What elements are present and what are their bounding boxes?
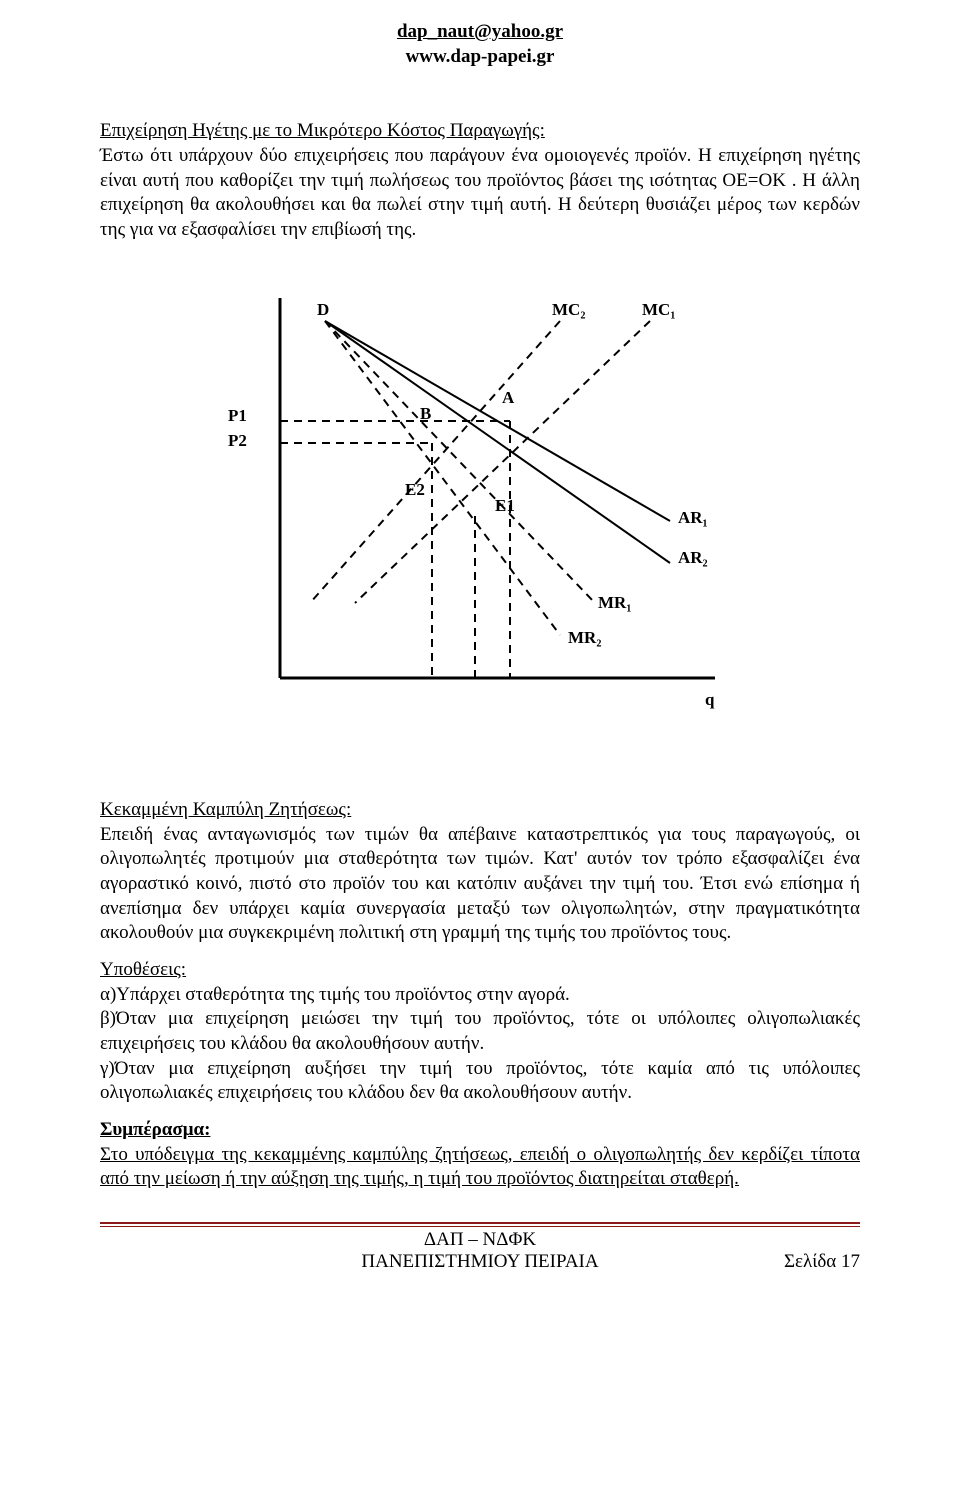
diagram-svg: D MC₂ MC₁ P1 P2 B A E2 E1 AR₁ AR₂ MR₁ MR₂ q xyxy=(210,273,750,753)
hypothesis-b: β)Όταν μια επιχείρηση μειώσει την τιμή τ… xyxy=(100,1008,860,1054)
section-1: Επιχείρηση Ηγέτης με το Μικρότερο Κόστος… xyxy=(100,119,860,242)
diagram-label-P2: P2 xyxy=(228,431,247,450)
MR1-line xyxy=(325,321,595,603)
header-site: www.dap-papei.gr xyxy=(100,45,860,70)
section-4: Συμπέρασμα: Στο υπόδειγμα της κεκαμμένης… xyxy=(100,1118,860,1192)
section-2: Κεκαμμένη Καμπύλη Ζητήσεως: Επειδή ένας … xyxy=(100,798,860,946)
footer-rule xyxy=(100,1222,860,1227)
footer-center: ΔΑΠ – ΝΔΦΚ ΠΑΝΕΠΙΣΤΗΜΙΟΥ ΠΕΙΡΑΙΑ xyxy=(220,1229,740,1273)
diagram-label-MR2: MR₂ xyxy=(568,628,601,647)
diagram-label-q: q xyxy=(705,690,715,709)
diagram-label-AR2: AR₂ xyxy=(678,548,708,567)
diagram-label-E1: E1 xyxy=(495,496,515,515)
hypothesis-a: α)Υπάρχει σταθερότητα της τιμής του προϊ… xyxy=(100,984,570,1005)
diagram-label-D: D xyxy=(317,300,329,319)
footer-line1: ΔΑΠ – ΝΔΦΚ xyxy=(424,1229,536,1250)
section-3-title: Υποθέσεις: xyxy=(100,959,186,980)
footer-line2: ΠΑΝΕΠΙΣΤΗΜΙΟΥ ΠΕΙΡΑΙΑ xyxy=(361,1251,598,1272)
section-2-title: Κεκαμμένη Καμπύλη Ζητήσεως: xyxy=(100,799,351,820)
page-footer: ΔΑΠ – ΝΔΦΚ ΠΑΝΕΠΙΣΤΗΜΙΟΥ ΠΕΙΡΑΙΑ Σελίδα … xyxy=(100,1229,860,1273)
section-1-title: Επιχείρηση Ηγέτης με το Μικρότερο Κόστος… xyxy=(100,120,545,141)
section-3: Υποθέσεις: α)Υπάρχει σταθερότητα της τιμ… xyxy=(100,958,860,1106)
AR2-line xyxy=(325,321,670,563)
section-4-title: Συμπέρασμα: xyxy=(100,1119,210,1140)
diagram-label-MC2: MC₂ xyxy=(552,300,585,319)
diagram-label-P1: P1 xyxy=(228,406,247,425)
hypothesis-c: γ)Όταν μια επιχείρηση αυξήσει την τιμή τ… xyxy=(100,1058,860,1104)
MR2-line xyxy=(325,321,560,635)
diagram-label-MC1: MC₁ xyxy=(642,300,675,319)
page: dap_naut@yahoo.gr www.dap-papei.gr Επιχε… xyxy=(50,0,910,1293)
section-2-body: Επειδή ένας ανταγωνισμός των τιμών θα απ… xyxy=(100,824,860,944)
economics-diagram: D MC₂ MC₁ P1 P2 B A E2 E1 AR₁ AR₂ MR₁ MR₂ q xyxy=(100,273,860,758)
diagram-label-A: A xyxy=(502,388,515,407)
page-header: dap_naut@yahoo.gr www.dap-papei.gr xyxy=(100,20,860,69)
header-email: dap_naut@yahoo.gr xyxy=(100,20,860,45)
diagram-label-B: B xyxy=(420,404,431,423)
section-4-body: Στο υπόδειγμα της κεκαμμένης καμπύλης ζη… xyxy=(100,1144,860,1190)
diagram-label-AR1: AR₁ xyxy=(678,508,708,527)
footer-page-number: Σελίδα 17 xyxy=(740,1251,860,1273)
MC2-line xyxy=(310,321,560,603)
section-1-body: Έστω ότι υπάρχουν δύο επιχειρήσεις που π… xyxy=(100,145,860,240)
diagram-label-E2: E2 xyxy=(405,480,425,499)
diagram-label-MR1: MR₁ xyxy=(598,593,631,612)
